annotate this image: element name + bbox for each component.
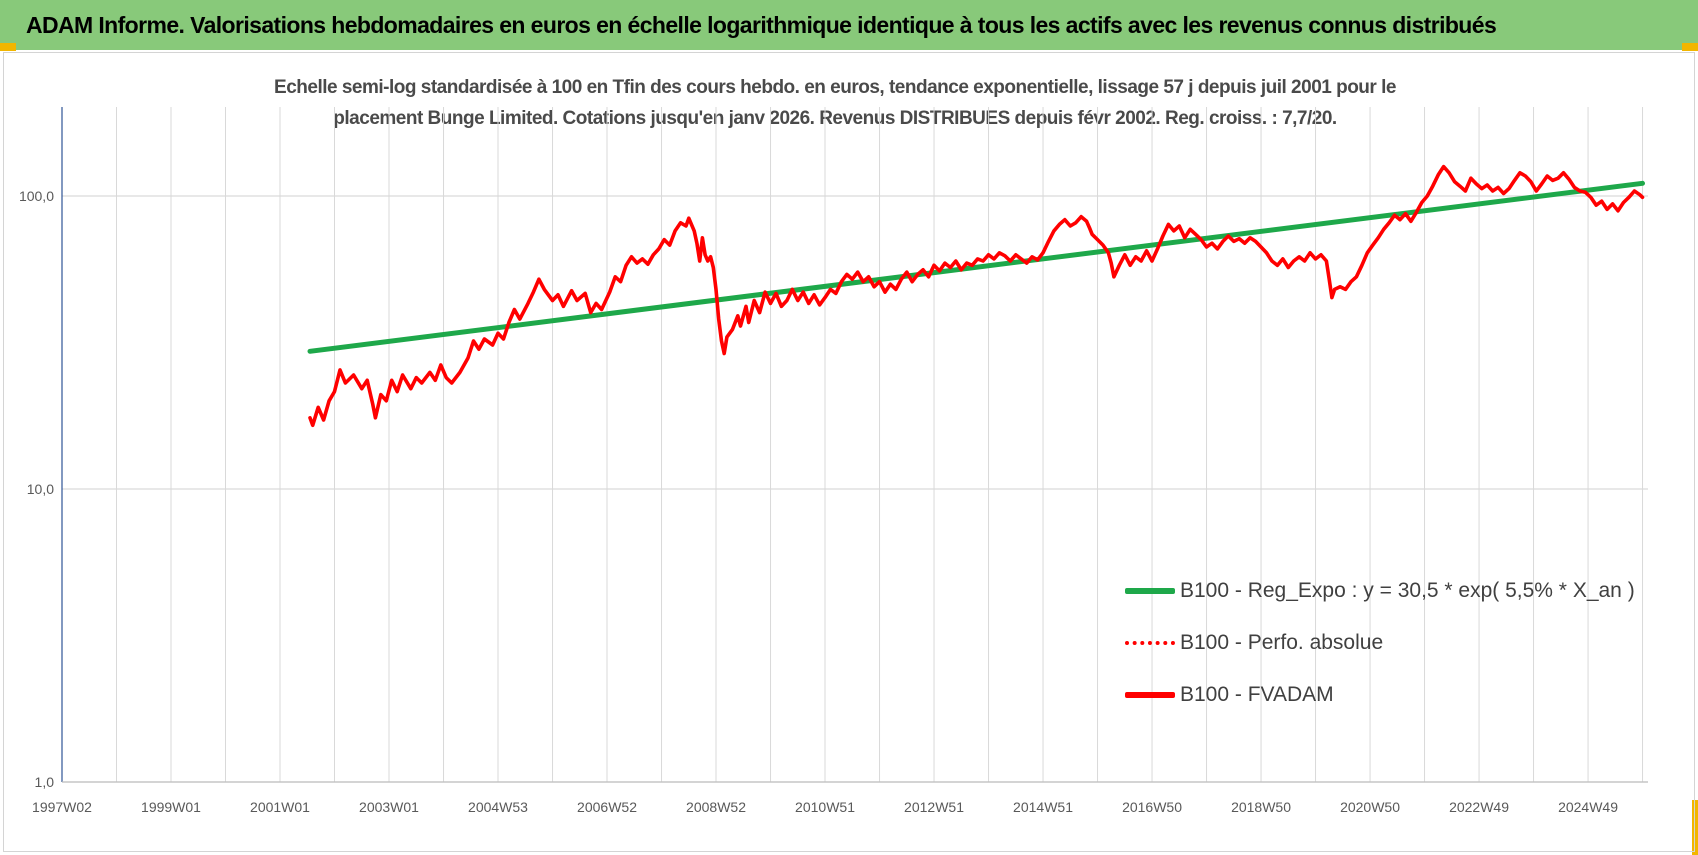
series-line-fvadam [308,164,1645,428]
x-tick-label: 2001W01 [250,799,310,815]
chart-subtitle: Echelle semi-log standardisée à 100 en T… [200,72,1470,134]
x-tick-label: 2008W52 [686,799,746,815]
x-tick-label: 2014W51 [1013,799,1073,815]
title-banner: ADAM Informe. Valorisations hebdomadaire… [0,0,1698,50]
legend-item-fvadam: B100 - FVADAM [1125,669,1635,721]
x-tick-labels: 1997W02 1999W01 2001W01 2003W01 2004W53 2006W… [32,799,1618,815]
legend-label-perfo-absolue: B100 - Perfo. absolue [1180,631,1384,654]
legend-label-regression: B100 - Reg_Expo : y = 30,5 * exp( 5,5% *… [1180,579,1635,602]
x-tick-label: 2022W49 [1449,799,1509,815]
y-tick-label: 10,0 [27,481,54,497]
x-tick-label: 2016W50 [1122,799,1182,815]
legend-item-regression: B100 - Reg_Expo : y = 30,5 * exp( 5,5% *… [1125,565,1635,617]
x-tick-label: 2012W51 [904,799,964,815]
y-tick-labels: 1,0 10,0 100,0 [19,188,54,790]
legend-swatch-fvadam [1125,692,1175,698]
corner-mark-top-right [1682,43,1698,51]
series-line-regression [307,180,1645,354]
corner-mark-bottom-right [1692,800,1698,855]
corner-mark-top-left [0,43,16,51]
legend: B100 - Reg_Expo : y = 30,5 * exp( 5,5% *… [1125,565,1635,721]
x-tick-label: 1999W01 [141,799,201,815]
chart-subtitle-line-1: Echelle semi-log standardisée à 100 en T… [274,77,1396,98]
legend-label-fvadam: B100 - FVADAM [1180,683,1334,706]
legend-swatch-regression [1125,588,1175,594]
x-tick-label: 2010W51 [795,799,855,815]
y-tick-label: 100,0 [19,188,54,204]
chart-frame [3,52,1695,852]
legend-swatch-perfo-absolue [1125,641,1175,645]
x-tick-label: 2006W52 [577,799,637,815]
axes [61,107,1648,783]
y-tick-label: 1,0 [35,774,55,790]
x-tick-label: 2004W53 [468,799,528,815]
x-tick-label: 2018W50 [1231,799,1291,815]
x-tick-label: 2020W50 [1340,799,1400,815]
series-lines [307,164,1645,428]
x-tick-label: 2003W01 [359,799,419,815]
chart-subtitle-line-2: placement Bunge Limited. Cotations jusqu… [333,108,1337,129]
x-tick-label: 1997W02 [32,799,92,815]
page-title: ADAM Informe. Valorisations hebdomadaire… [26,11,1497,38]
legend-item-perfo-absolue: B100 - Perfo. absolue [1125,617,1635,669]
x-tick-label: 2024W49 [1558,799,1618,815]
